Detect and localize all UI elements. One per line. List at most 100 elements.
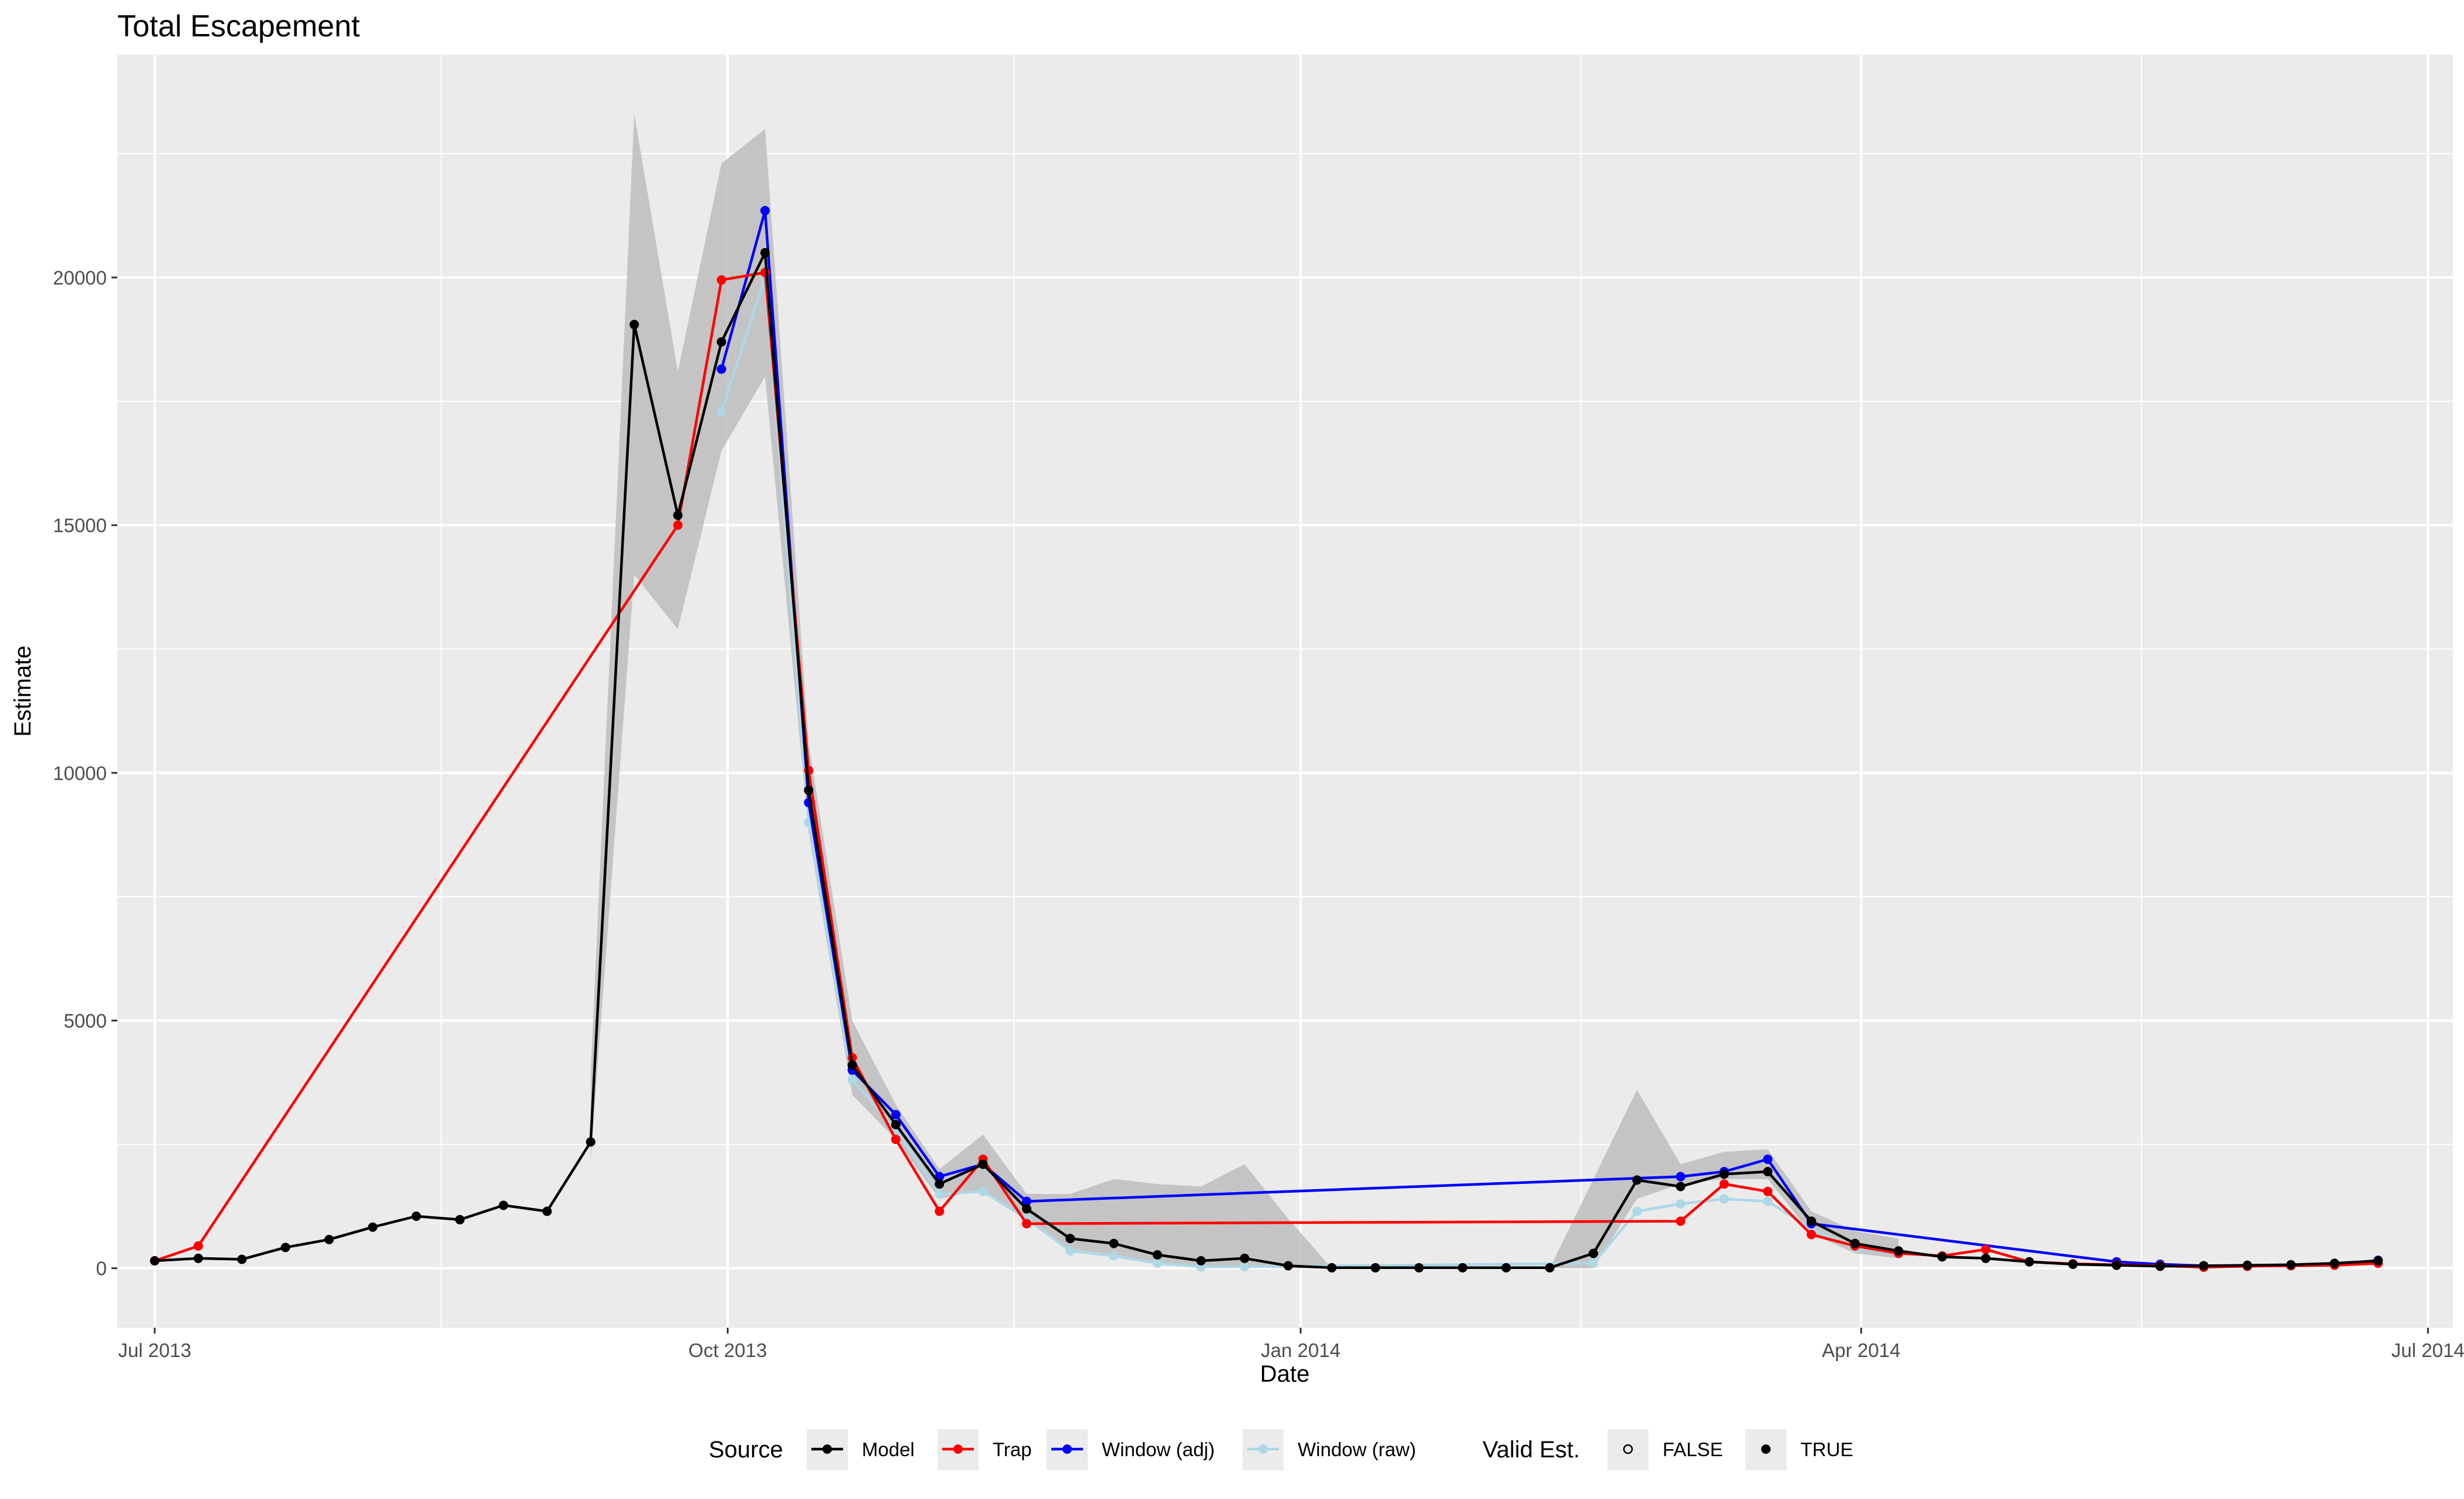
data-point-window-raw — [1065, 1246, 1075, 1256]
legend-label-valid-true: TRUE — [1800, 1439, 1853, 1460]
data-point-model — [324, 1234, 334, 1244]
data-point-model — [1196, 1256, 1206, 1266]
data-point-trap — [1676, 1216, 1685, 1226]
data-point-trap — [673, 520, 683, 530]
data-point-model — [411, 1212, 421, 1221]
legend-key-hollow-point — [1623, 1444, 1633, 1454]
chart-title: Total Escapement — [117, 9, 360, 43]
data-point-model — [2242, 1260, 2252, 1270]
data-point-model — [1152, 1250, 1162, 1260]
data-point-window-adj — [1763, 1154, 1773, 1164]
data-point-model — [2068, 1259, 2078, 1269]
data-point-window-raw — [1109, 1251, 1119, 1261]
data-point-window-raw — [1588, 1258, 1598, 1268]
y-tick-label: 20000 — [53, 267, 107, 289]
data-point-model — [1065, 1234, 1075, 1244]
legend-key-point-window-adj — [1062, 1444, 1072, 1454]
x-tick-label: Oct 2013 — [688, 1339, 767, 1361]
data-point-trap — [760, 268, 770, 278]
data-point-model — [585, 1137, 595, 1147]
data-point-model — [1850, 1239, 1860, 1248]
data-point-model — [935, 1179, 945, 1189]
data-point-model — [1283, 1261, 1293, 1271]
data-point-model — [455, 1214, 465, 1224]
data-point-model — [1632, 1175, 1642, 1185]
legend-label-model: Model — [862, 1439, 915, 1460]
legend-label-window-adj: Window (adj) — [1102, 1439, 1215, 1460]
gridlines — [117, 55, 2453, 1328]
data-point-model — [1414, 1263, 1424, 1273]
x-tick-label: Jul 2013 — [118, 1339, 191, 1361]
data-point-model — [1240, 1253, 1250, 1263]
legend-title-source: Source — [709, 1437, 783, 1463]
data-series — [150, 205, 2383, 1273]
data-point-model — [673, 510, 683, 520]
data-point-model — [1937, 1252, 1947, 1262]
data-point-window-adj — [891, 1109, 901, 1119]
data-point-model — [847, 1060, 857, 1070]
data-point-model — [368, 1222, 378, 1232]
data-point-model — [499, 1200, 509, 1210]
data-point-window-adj — [1021, 1196, 1031, 1206]
data-point-window-raw — [1676, 1199, 1685, 1209]
data-point-window-raw — [935, 1189, 945, 1199]
y-tick-label: 15000 — [53, 515, 107, 536]
legend-key-valid-false — [1607, 1429, 1649, 1470]
data-point-model — [2330, 1258, 2340, 1268]
data-point-trap — [935, 1206, 945, 1216]
data-point-trap — [891, 1135, 901, 1145]
data-point-model — [804, 785, 814, 795]
data-point-window-adj — [760, 205, 770, 215]
data-point-trap — [194, 1241, 204, 1251]
data-point-trap — [1021, 1219, 1031, 1229]
data-point-model — [2025, 1257, 2035, 1267]
data-point-model — [1588, 1248, 1598, 1258]
legend-key-point-window-raw — [1258, 1444, 1268, 1454]
data-point-model — [2286, 1260, 2296, 1270]
legend-title-valid: Valid Est. — [1483, 1437, 1580, 1463]
legend-label-window-raw: Window (raw) — [1298, 1439, 1416, 1460]
data-point-model — [891, 1119, 901, 1129]
data-point-model — [1370, 1263, 1380, 1273]
data-point-model — [194, 1253, 204, 1263]
data-point-model — [237, 1254, 247, 1264]
data-point-model — [1806, 1216, 1816, 1226]
plot-panel — [117, 55, 2453, 1328]
data-point-model — [150, 1256, 160, 1266]
data-point-model — [1458, 1263, 1468, 1273]
data-point-window-adj — [1676, 1172, 1685, 1182]
x-axis-title: Date — [1260, 1361, 1310, 1387]
data-point-window-raw — [847, 1075, 857, 1085]
data-point-model — [2373, 1256, 2383, 1266]
legend: Source Model Trap Window (adj) Window (raw) V… — [709, 1429, 1853, 1470]
data-point-window-adj — [716, 364, 726, 374]
data-point-model — [1327, 1263, 1337, 1273]
confidence-ribbon — [590, 114, 1899, 1268]
data-point-trap — [1763, 1186, 1773, 1196]
x-tick-label: Jul 2014 — [2391, 1339, 2464, 1361]
legend-label-trap: Trap — [993, 1439, 1032, 1460]
y-tick-label: 10000 — [53, 762, 107, 784]
data-point-model — [629, 320, 639, 330]
x-tick-label: Jan 2014 — [1261, 1339, 1341, 1361]
data-point-trap — [716, 275, 726, 285]
data-point-model — [1676, 1182, 1685, 1192]
data-point-model — [1763, 1167, 1773, 1177]
legend-key-point-trap — [953, 1444, 963, 1454]
series-line-model — [154, 251, 2378, 1270]
data-point-trap — [1981, 1244, 1991, 1254]
data-point-model — [2111, 1260, 2121, 1270]
y-axis-title: Estimate — [10, 645, 36, 737]
x-tick-label: Apr 2014 — [1822, 1339, 1901, 1361]
data-point-model — [280, 1243, 290, 1253]
data-point-window-raw — [1240, 1262, 1250, 1272]
y-tick-label: 5000 — [64, 1010, 107, 1031]
data-point-model — [760, 248, 770, 258]
legend-key-solid-point — [1761, 1444, 1771, 1454]
data-point-window-raw — [1152, 1258, 1162, 1268]
data-point-model — [716, 337, 726, 347]
data-point-model — [1981, 1253, 1991, 1263]
data-point-model — [978, 1159, 988, 1169]
data-point-model — [1109, 1239, 1119, 1248]
